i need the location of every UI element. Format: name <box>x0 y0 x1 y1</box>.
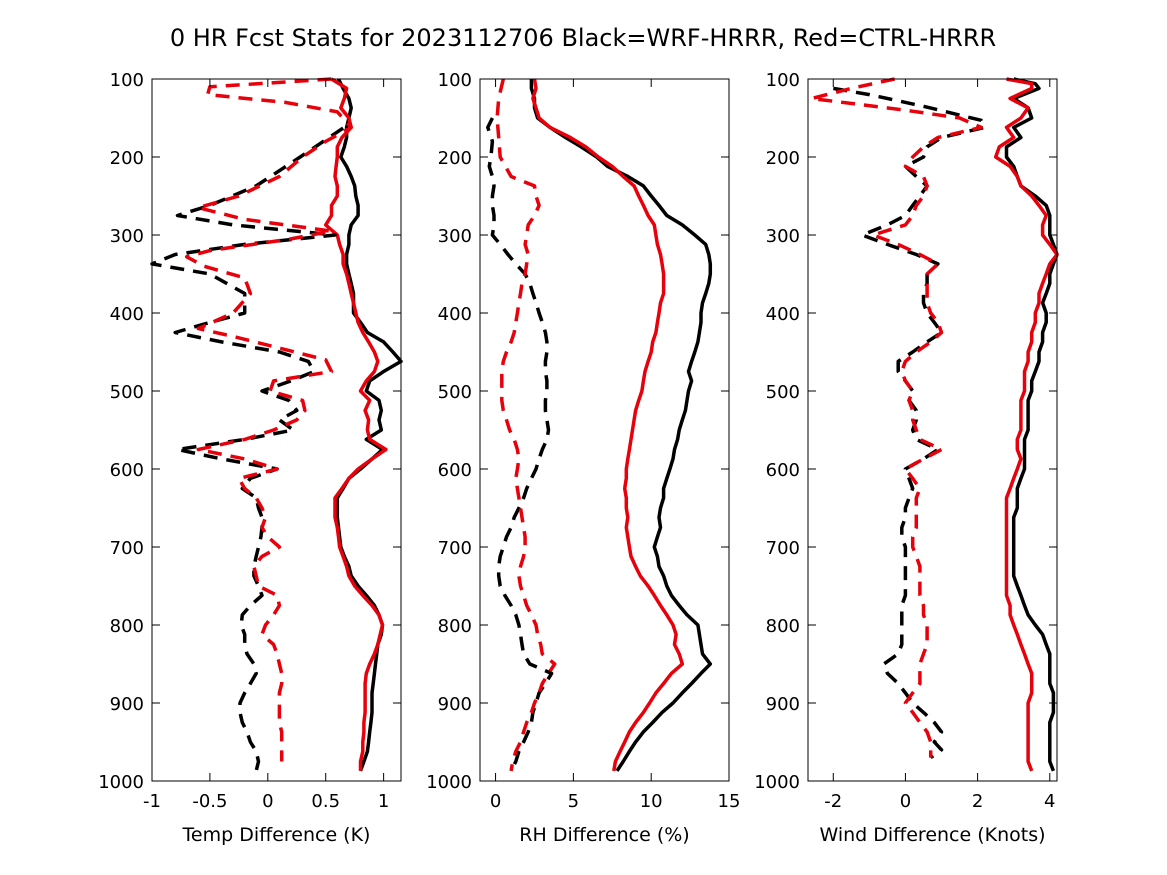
temp-ytick-label: 200 <box>110 148 144 169</box>
rh-xtick-label: 0 <box>490 791 501 812</box>
wind-ytick-label: 400 <box>766 304 800 325</box>
wind-panel: 100 200 300 400 500 600 700 800 900 1000 -2 0 2 4 Wind… <box>754 70 1059 846</box>
rh-ytick-label: 900 <box>438 694 472 715</box>
temp-ytick-label: 300 <box>110 226 144 247</box>
rh-panel: 100 200 300 400 500 600 700 800 900 1000 0 5 10 15 RH … <box>426 70 740 846</box>
wind-ytick-label: 800 <box>766 616 800 637</box>
rh-red-dashed-series-line <box>495 78 557 772</box>
wind-xtick-label: 4 <box>1044 791 1055 812</box>
rh-ytick-label: 800 <box>438 616 472 637</box>
wind-ytick-label: 700 <box>766 538 800 559</box>
wind-ytick-label: 200 <box>766 148 800 169</box>
temp-xtick-label: 0.5 <box>311 791 340 812</box>
rh-ytick-label: 300 <box>438 226 472 247</box>
temp-ytick-label: 800 <box>110 616 144 637</box>
rh-ytick-label: 600 <box>438 460 472 481</box>
rh-ytick-label: 1000 <box>426 772 472 793</box>
wind-black-solid-series-line <box>1004 77 1059 772</box>
temp-black-solid-series-line <box>335 78 403 772</box>
temp-xtick-label: -0.5 <box>192 791 227 812</box>
wind-xtick-label: 2 <box>972 791 983 812</box>
wind-ytick-label: 100 <box>766 70 800 91</box>
chart-title: 0 HR Fcst Stats for 2023112706 Black=WRF… <box>170 24 996 52</box>
wind-plot-frame <box>807 78 1058 782</box>
wind-ytick-label: 300 <box>766 226 800 247</box>
temp-ytick-label: 100 <box>110 70 144 91</box>
wind-ytick-label: 600 <box>766 460 800 481</box>
rh-black-dashed-series-line <box>486 117 554 772</box>
temp-xtick-label: -1 <box>143 791 161 812</box>
temp-ytick-label: 1000 <box>98 772 144 793</box>
rh-ytick-label: 100 <box>438 70 472 91</box>
rh-red-solid-series-line <box>531 78 685 772</box>
temp-plot-frame <box>151 78 402 782</box>
rh-xtick-label: 10 <box>640 791 663 812</box>
wind-x-axis-label: Wind Difference (Knots) <box>819 824 1045 846</box>
rh-ytick-label: 500 <box>438 382 472 403</box>
wind-xtick-label: -2 <box>824 791 842 812</box>
temp-ytick-label: 500 <box>110 382 144 403</box>
rh-ytick-label: 200 <box>438 148 472 169</box>
rh-x-axis-label: RH Difference (%) <box>519 824 689 846</box>
temp-panel: 100 200 300 400 500 600 700 800 900 1000-1 -0.5 0 0.… <box>98 70 403 846</box>
temp-x-axis-label: Temp Difference (K) <box>182 824 371 846</box>
temp-xtick-label: 1 <box>378 791 389 812</box>
rh-plot-frame <box>479 78 730 782</box>
rh-ytick-label: 700 <box>438 538 472 559</box>
temp-black-dashed-series-line <box>150 126 345 772</box>
wind-black-dashed-series-line <box>833 86 987 760</box>
temp-red-dashed-series-line <box>184 77 353 762</box>
rh-black-solid-series-line <box>529 79 713 772</box>
rh-xtick-label: 5 <box>568 791 579 812</box>
temp-ytick-label: 600 <box>110 460 144 481</box>
temp-xtick-label: 0 <box>262 791 273 812</box>
temp-ytick-label: 400 <box>110 304 144 325</box>
rh-ytick-label: 400 <box>438 304 472 325</box>
temp-ytick-label: 700 <box>110 538 144 559</box>
wind-ytick-label: 500 <box>766 382 800 403</box>
wind-ytick-label: 900 <box>766 694 800 715</box>
wind-red-dashed-series-line <box>809 77 983 758</box>
temp-ytick-label: 900 <box>110 694 144 715</box>
wind-ytick-label: 1000 <box>754 772 800 793</box>
wind-red-solid-series-line <box>993 77 1059 772</box>
wind-xtick-label: 0 <box>900 791 911 812</box>
rh-xtick-label: 15 <box>718 791 741 812</box>
temp-red-solid-series-line <box>323 77 388 771</box>
